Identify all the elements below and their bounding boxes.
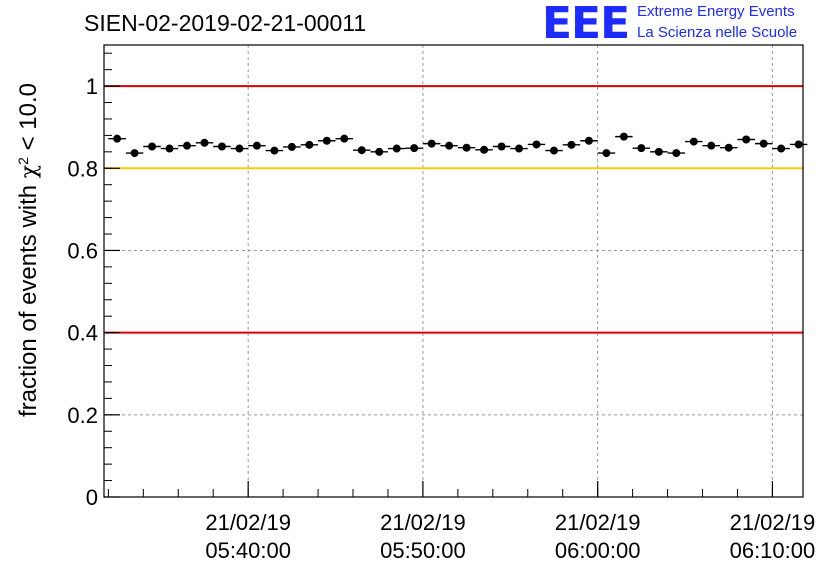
y-tick-label: 0.4	[67, 321, 98, 346]
y-tick-label: 1	[86, 74, 98, 99]
x-tick-date-label: 21/02/19	[205, 510, 291, 535]
y-tick-label: 0.2	[67, 403, 98, 428]
y-axis-label: fraction of events with χ2 < 10.0	[15, 83, 42, 417]
data-point	[689, 137, 698, 146]
data-point	[654, 147, 663, 156]
data-point	[148, 142, 157, 151]
data-point	[375, 147, 384, 156]
data-point	[200, 138, 209, 147]
data-point	[497, 142, 506, 151]
data-point	[480, 145, 489, 154]
data-point	[165, 144, 174, 153]
x-tick-date-label: 21/02/19	[380, 510, 466, 535]
chart-title: SIEN-02-2019-02-21-00011	[84, 10, 367, 36]
data-point	[637, 144, 646, 153]
data-point	[410, 144, 419, 153]
data-point	[427, 139, 436, 148]
eee-logo: EEE	[542, 0, 630, 49]
y-tick-label: 0.6	[67, 238, 98, 263]
axes: 0 0.2 0.4 0.6 0.8 1 21/02/19 05:40:00 21/02/19 05…	[67, 52, 816, 563]
logo-line-1: Extreme Energy Events	[637, 3, 795, 20]
data-point	[235, 144, 244, 153]
data-point	[322, 136, 331, 145]
logo-line-2: La Scienza nelle Scuole	[637, 24, 798, 41]
data-point	[340, 134, 349, 143]
x-tick-time-label: 05:50:00	[380, 538, 466, 563]
data-point	[602, 149, 611, 158]
plot-frame	[103, 44, 804, 498]
grid-lines	[104, 45, 803, 497]
x-tick-time-label: 05:40:00	[205, 538, 291, 563]
data-point	[217, 142, 226, 151]
data-point	[619, 132, 628, 141]
data-point	[759, 139, 768, 148]
data-point	[183, 141, 192, 150]
x-tick-time-label: 06:10:00	[730, 538, 816, 563]
x-tick-date-label: 21/02/19	[555, 510, 641, 535]
y-tick-label: 0	[86, 485, 98, 510]
data-point	[549, 146, 558, 155]
data-point	[113, 134, 122, 143]
data-point	[305, 140, 314, 149]
data-point	[777, 144, 786, 153]
y-tick-label: 0.8	[67, 156, 98, 181]
data-point	[724, 143, 733, 152]
data-point	[252, 141, 261, 150]
reference-lines	[104, 85, 803, 334]
data-point	[742, 135, 751, 144]
x-tick-date-label: 21/02/19	[730, 510, 816, 535]
data-points	[108, 132, 808, 158]
data-point	[445, 141, 454, 150]
data-point	[130, 149, 139, 158]
data-point	[532, 140, 541, 149]
data-point	[672, 149, 681, 158]
x-tick-time-label: 06:00:00	[555, 538, 641, 563]
data-point	[584, 136, 593, 145]
data-point	[515, 144, 524, 153]
data-point	[707, 141, 716, 150]
data-point	[392, 144, 401, 153]
data-point	[794, 140, 803, 149]
data-point	[462, 143, 471, 152]
data-point	[270, 146, 279, 155]
data-point	[567, 140, 576, 149]
data-point	[357, 146, 366, 155]
data-point	[287, 142, 296, 151]
